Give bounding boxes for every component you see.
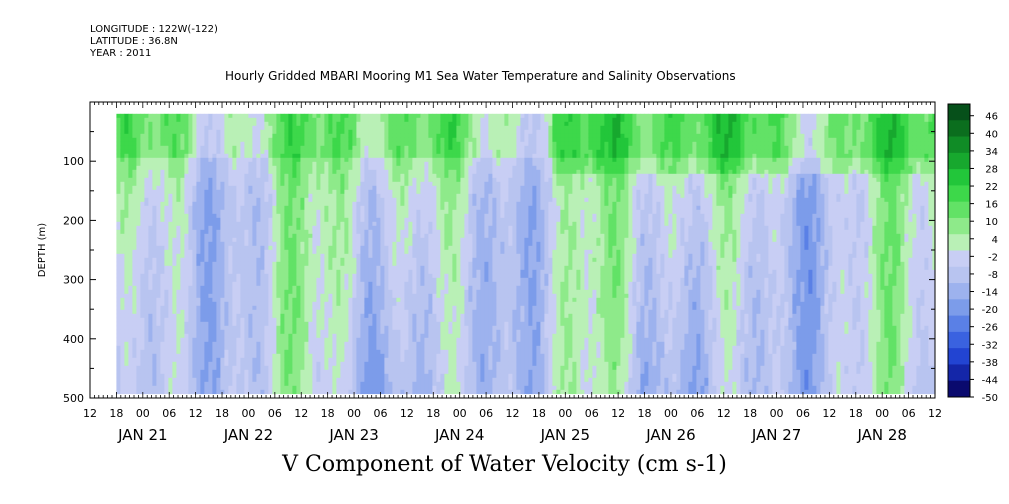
heatmap-cells xyxy=(116,113,936,395)
x-hour-label: 18 xyxy=(849,407,863,420)
y-tick-label: 500 xyxy=(63,392,84,405)
x-hour-label: 12 xyxy=(400,407,414,420)
x-hour-label: 06 xyxy=(373,407,387,420)
colorbar-tick-label: 40 xyxy=(985,129,998,140)
x-hour-label: 12 xyxy=(506,407,520,420)
y-tick-label: 200 xyxy=(63,214,84,227)
x-hour-label: 12 xyxy=(189,407,203,420)
x-hour-label: 00 xyxy=(136,407,150,420)
x-hour-label: 18 xyxy=(109,407,123,420)
colorbar-swatch xyxy=(948,136,970,154)
x-hour-label: 06 xyxy=(902,407,916,420)
x-date-label: JAN 25 xyxy=(540,426,591,444)
x-hour-label: 00 xyxy=(770,407,784,420)
latitude-label: LATITUDE : 36.8N xyxy=(90,36,178,47)
colorbar-swatch xyxy=(948,217,970,235)
x-date-label: JAN 22 xyxy=(223,426,274,444)
colorbar-swatch xyxy=(948,234,970,251)
x-hour-label: 00 xyxy=(558,407,572,420)
colorbar-swatch xyxy=(948,283,970,300)
y-axis-label: DEPTH (m) xyxy=(37,223,48,277)
colorbar-swatch xyxy=(948,299,970,317)
x-hour-label: 12 xyxy=(928,407,942,420)
x-date-label: JAN 21 xyxy=(117,426,168,444)
x-date-label: JAN 26 xyxy=(645,426,696,444)
x-hour-label: 06 xyxy=(162,407,176,420)
x-hour-label: 18 xyxy=(638,407,652,420)
x-hour-label: 06 xyxy=(479,407,493,420)
x-hour-label: 12 xyxy=(822,407,836,420)
colorbar-tick-label: 10 xyxy=(985,217,998,228)
colorbar-swatch xyxy=(948,250,970,268)
x-hour-label: 00 xyxy=(347,407,361,420)
colorbar-frame xyxy=(947,103,971,398)
colorbar-tick-label: 22 xyxy=(985,182,998,193)
x-hour-label: 18 xyxy=(743,407,757,420)
colorbar-swatch xyxy=(948,380,970,398)
plot-metadata: LONGITUDE : 122W(-122) LATITUDE : 36.8N … xyxy=(90,24,218,60)
year-label: YEAR : 2011 xyxy=(90,48,152,59)
y-tick-label: 300 xyxy=(63,274,84,287)
y-tick-label: 100 xyxy=(63,155,84,168)
colorbar-swatch xyxy=(948,169,970,186)
colorbar-tick-label: 46 xyxy=(985,112,998,123)
x-hour-label: 06 xyxy=(690,407,704,420)
colorbar-tick-label: -44 xyxy=(982,375,998,386)
x-date-label: JAN 23 xyxy=(328,426,379,444)
variable-title: V Component of Water Velocity (cm s-1) xyxy=(282,452,727,477)
x-hour-label: 12 xyxy=(717,407,731,420)
colorbar-swatch xyxy=(948,331,970,349)
colorbar-swatch xyxy=(948,364,970,382)
x-hour-label: 00 xyxy=(453,407,467,420)
x-hour-label: 12 xyxy=(83,407,97,420)
x-date-label: JAN 27 xyxy=(751,426,802,444)
colorbar-tick-label: 16 xyxy=(985,200,998,211)
colorbar-tick-label: -26 xyxy=(982,323,998,334)
colorbar-tick-label: -32 xyxy=(982,340,998,351)
colorbar-tick-label: -50 xyxy=(982,393,998,404)
colorbar-tick-label: 4 xyxy=(992,235,998,246)
colorbar-tick-label: -2 xyxy=(988,252,998,263)
x-date-label: JAN 28 xyxy=(856,426,907,444)
x-hour-label: 12 xyxy=(294,407,308,420)
colorbar-tick-label: 28 xyxy=(985,164,998,175)
colorbar-swatch xyxy=(948,201,970,219)
x-hour-label: 00 xyxy=(241,407,255,420)
x-date-label: JAN 24 xyxy=(434,426,485,444)
colorbar-tick-label: 34 xyxy=(985,147,998,158)
longitude-label: LONGITUDE : 122W(-122) xyxy=(90,24,218,35)
colorbar-tick-label: -14 xyxy=(982,288,998,299)
colorbar-tick-label: -8 xyxy=(988,270,998,281)
colorbar-tick-label: -20 xyxy=(982,305,998,316)
colorbar-swatch xyxy=(948,185,970,203)
x-hour-label: 18 xyxy=(532,407,546,420)
x-hour-label: 12 xyxy=(611,407,625,420)
colorbar-swatch xyxy=(948,348,970,365)
colorbar-swatch xyxy=(948,315,970,333)
colorbar-swatch xyxy=(948,266,970,284)
x-hour-label: 18 xyxy=(321,407,335,420)
x-hour-label: 18 xyxy=(215,407,229,420)
x-hour-label: 00 xyxy=(875,407,889,420)
x-hour-label: 06 xyxy=(268,407,282,420)
x-hour-label: 06 xyxy=(796,407,810,420)
x-hour-label: 18 xyxy=(426,407,440,420)
colorbar-swatch xyxy=(948,152,970,170)
y-tick-label: 400 xyxy=(63,333,84,346)
x-hour-label: 06 xyxy=(585,407,599,420)
colorbar-tick-label: -38 xyxy=(982,358,998,369)
colorbar-swatch xyxy=(948,104,970,121)
colorbar-swatch xyxy=(948,120,970,137)
x-hour-label: 00 xyxy=(664,407,678,420)
chart-title: Hourly Gridded MBARI Mooring M1 Sea Wate… xyxy=(225,69,736,83)
